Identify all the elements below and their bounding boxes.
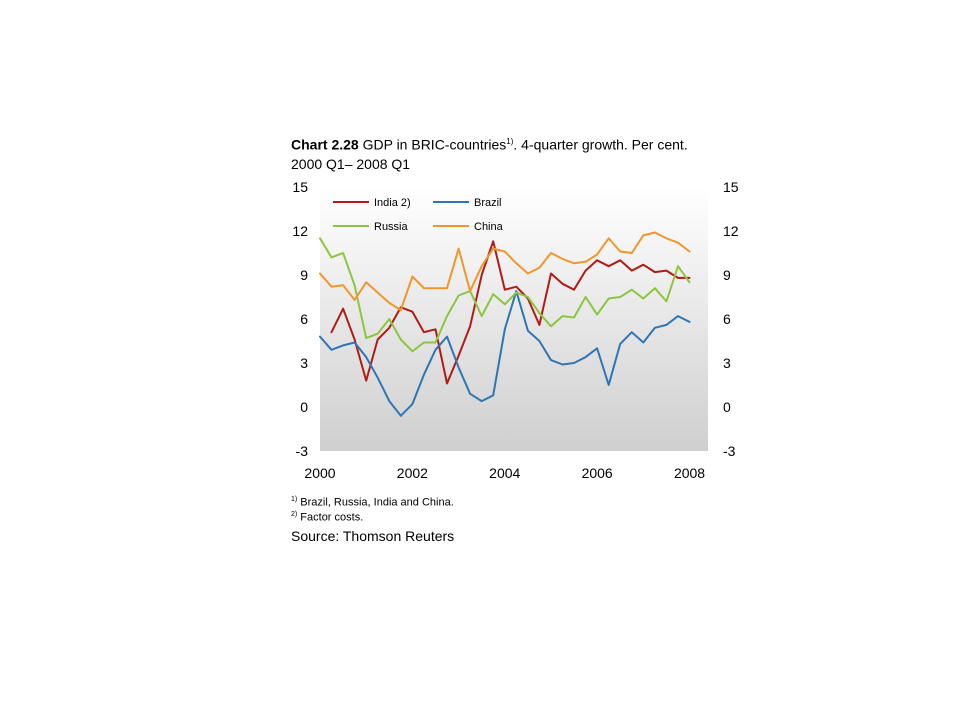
footnote-text: Brazil, Russia, India and China. <box>300 496 454 509</box>
y-tick-label-left: 12 <box>292 223 308 239</box>
chart-subtitle: 2000 Q1– 2008 Q1 <box>291 155 411 172</box>
footnote-2: 2) Factor costs. <box>291 511 363 524</box>
footnote-mark: 2) <box>291 511 298 518</box>
y-tick-label-right: -3 <box>723 443 736 459</box>
chart-title-footnote-mark: 1) <box>506 137 514 146</box>
y-tick-label-right: 0 <box>723 399 731 415</box>
y-tick-label-left: 0 <box>300 399 308 415</box>
x-tick-label: 2004 <box>489 465 520 481</box>
x-tick-label: 2008 <box>674 465 705 481</box>
legend-label: India 2) <box>374 197 411 209</box>
legend: India 2) Brazil Russia China <box>333 197 504 233</box>
footnote-mark: 1) <box>291 496 298 503</box>
y-axis-right: -3 0 3 6 9 12 15 <box>723 179 739 459</box>
series-lines <box>319 231 691 417</box>
footnote-1: 1) Brazil, Russia, India and China. <box>291 496 454 509</box>
x-axis: 2000 2002 2004 2006 2008 <box>304 465 705 481</box>
y-tick-label-left: -3 <box>296 443 309 459</box>
y-tick-label-right: 3 <box>723 355 731 371</box>
legend-label: Brazil <box>474 197 502 209</box>
legend-label: Russia <box>374 221 409 233</box>
source-note: Source: Thomson Reuters <box>291 528 455 544</box>
series-line-brazil <box>319 290 691 417</box>
x-tick-label: 2000 <box>304 465 335 481</box>
x-tick-label: 2002 <box>397 465 428 481</box>
footnote-text: Factor costs. <box>300 511 364 524</box>
chart-title-rest: . 4-quarter growth. Per cent. <box>513 136 688 153</box>
plot-area <box>320 187 708 451</box>
legend-label: China <box>474 221 504 233</box>
chart-title: Chart 2.28 GDP in BRIC-countries1). 4-qu… <box>291 132 771 174</box>
y-tick-label-left: 6 <box>300 311 308 327</box>
chart-title-text: GDP in BRIC-countries <box>362 136 507 153</box>
y-tick-label-left: 15 <box>292 179 308 195</box>
chart-number: Chart 2.28 <box>291 136 359 153</box>
series-line-russia <box>319 237 691 353</box>
y-tick-label-left: 3 <box>300 355 308 371</box>
y-axis-left: -3 0 3 6 9 12 15 <box>292 179 308 459</box>
x-tick-label: 2006 <box>582 465 613 481</box>
series-line-china <box>319 231 691 312</box>
y-tick-label-right: 15 <box>723 179 739 195</box>
y-tick-label-left: 9 <box>300 267 308 283</box>
y-tick-label-right: 6 <box>723 311 731 327</box>
y-tick-label-right: 12 <box>723 223 739 239</box>
y-tick-label-right: 9 <box>723 267 731 283</box>
